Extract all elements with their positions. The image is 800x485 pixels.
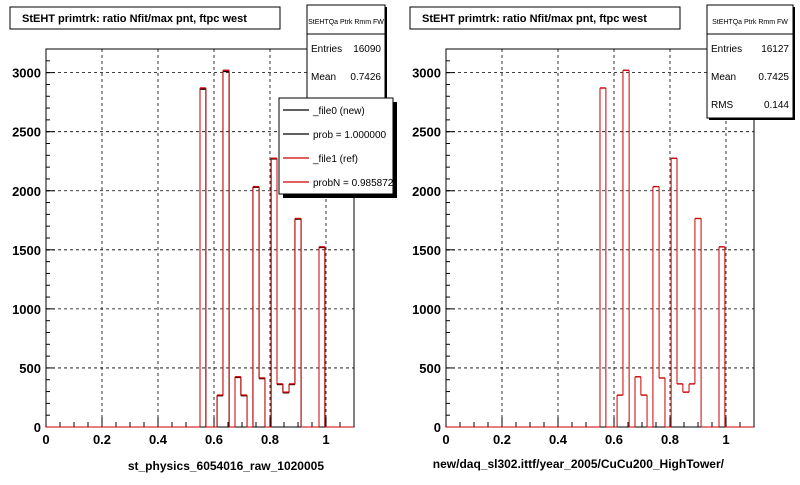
chart-panel-2: 0 0.2 0.4 0.6 0.8 1 0 500 1000 1500 2000 2500 3000 St… [409,4,795,471]
y-tick-label: 1000 [12,302,41,317]
x-axis-label: new/daq_sl302.ittf/year_2005/CuCu200_Hig… [433,457,725,471]
y-tick-label: 1500 [12,243,41,258]
y-tick-label: 500 [419,361,441,376]
stats-value: 16127 [761,44,789,55]
y-tick-label: 0 [434,420,441,435]
x-tick-label: 1 [322,432,329,447]
y-tick-label: 3000 [12,66,41,81]
x-tick-label: 0.2 [93,432,111,447]
x-tick-label: 0.8 [261,432,279,447]
legend: _file0 (new) prob = 1.000000 _file1 (ref) p… [278,97,397,198]
stats-label: RMS [711,100,734,111]
stats-box-frame [706,4,794,119]
stats-label: Entries [711,44,742,55]
stats-value: 0.7426 [350,72,381,83]
chart-title: StEHT primtrk: ratio Nfit/max pnt, ftpc … [22,13,247,25]
x-axis-label: st_physics_6054016_raw_1020005 [128,459,324,473]
x-tick-label: 1 [722,432,729,447]
chart-panel-1: 0 0.2 0.4 0.6 0.8 1 0 500 1000 1500 2000 2500 3000 St… [9,4,397,473]
stats-name: StEHTQa Ptrk Rmm FW [712,19,788,26]
series-file1-ref [46,69,354,428]
legend-frame [278,97,394,195]
y-tick-label: 1000 [412,302,441,317]
legend-label: probN = 0.985872 [313,178,394,189]
stats-box: StEHTQa Ptrk Rmm FW Entries 16127 Mean 0.742… [706,4,795,120]
x-tick-label: 0 [42,432,49,447]
legend-label: prob = 1.000000 [313,130,387,141]
x-tick-label: 0.2 [493,432,511,447]
stats-value: 0.144 [764,100,789,111]
stats-value: 0.7425 [758,72,789,83]
y-tick-label: 500 [19,361,41,376]
y-tick-label: 3000 [412,66,441,81]
title-box [9,6,281,30]
y-tick-label: 2000 [12,184,41,199]
legend-label: _file1 (ref) [312,154,358,165]
y-tick-label: 2500 [412,125,441,140]
title-box [409,6,681,30]
x-tick-label: 0.4 [549,432,568,447]
y-tick-label: 1500 [412,243,441,258]
x-tick-label: 0 [442,432,449,447]
y-tick-label: 0 [34,420,41,435]
x-tick-label: 0.4 [149,432,168,447]
x-tick-label: 0.8 [661,432,679,447]
x-tick-label: 0.6 [605,432,623,447]
stats-label: Mean [711,72,736,83]
stats-name: StEHTQa Ptrk Rmm FW [308,19,384,26]
stats-label: Entries [311,44,342,55]
stats-label: Mean [311,72,336,83]
y-tick-label: 2000 [412,184,441,199]
chart-title: StEHT primtrk: ratio Nfit/max pnt, ftpc … [422,13,647,25]
series-file1-ref [446,69,754,428]
stats-value: 16090 [353,44,381,55]
legend-label: _file0 (new) [312,106,365,117]
y-tick-label: 2500 [12,125,41,140]
x-tick-label: 0.6 [205,432,223,447]
